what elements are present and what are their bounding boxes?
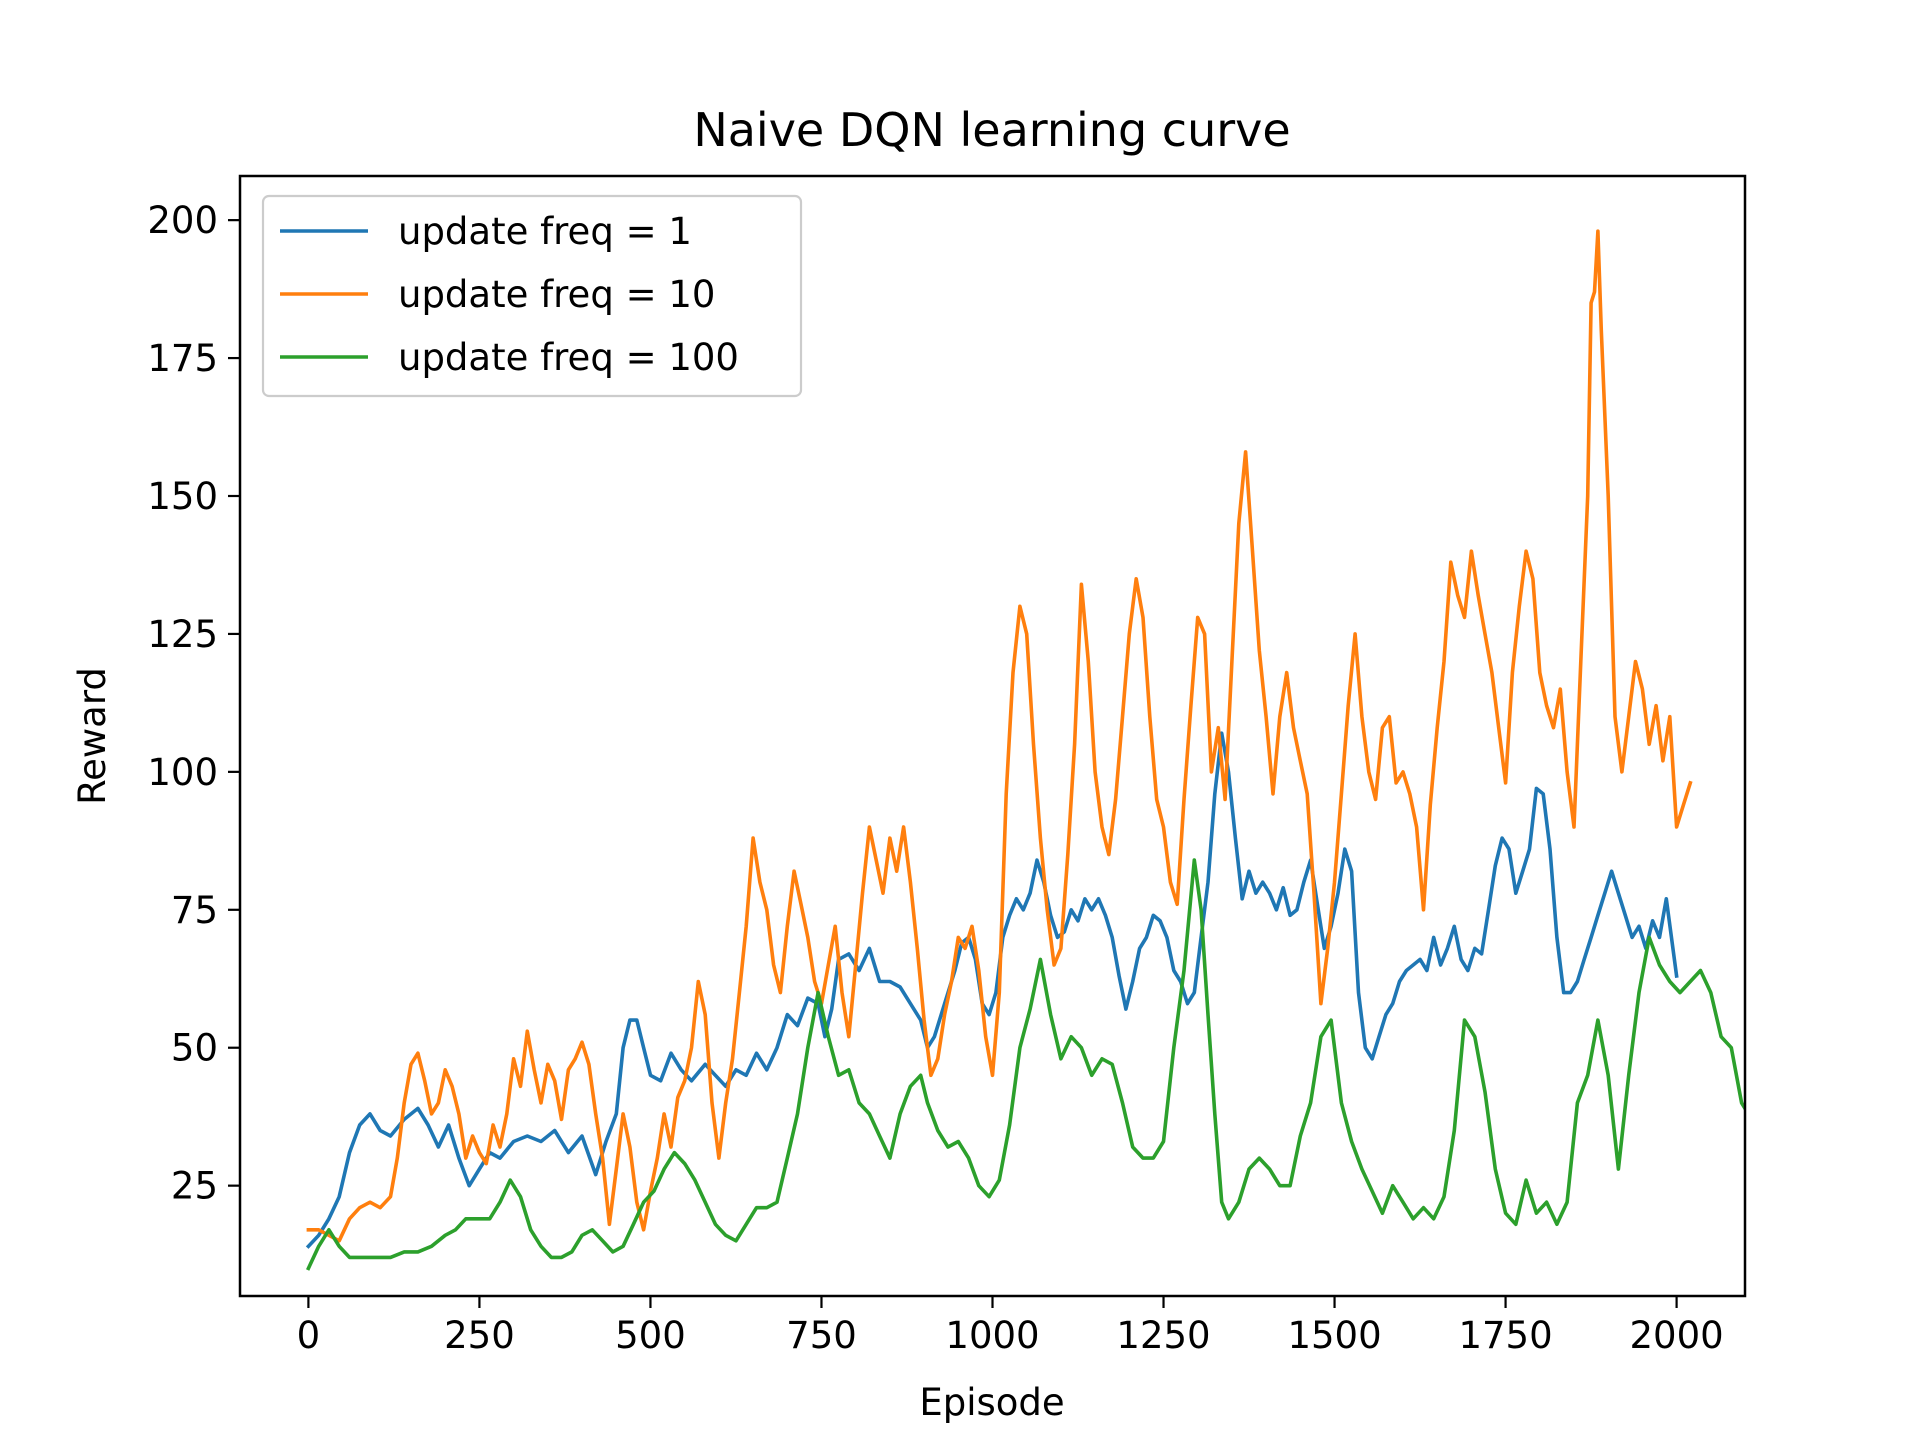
y-tick-label: 125 xyxy=(147,613,218,656)
x-tick-label: 1500 xyxy=(1287,1314,1381,1357)
legend-label-1: update freq = 1 xyxy=(398,210,692,253)
y-tick-label: 100 xyxy=(147,751,218,794)
legend-label-3: update freq = 100 xyxy=(398,336,739,379)
x-axis-label: Episode xyxy=(919,1381,1064,1424)
legend: update freq = 1 update freq = 10 update fr… xyxy=(261,194,803,398)
y-tick-label: 200 xyxy=(147,199,218,242)
series-line-2 xyxy=(306,229,1693,1243)
chart-title: Naive DQN learning curve xyxy=(693,103,1290,157)
y-axis-label: Reward xyxy=(71,667,114,805)
x-tick-label: 1000 xyxy=(945,1314,1039,1357)
y-tick-label: 50 xyxy=(171,1027,218,1070)
series-line-1 xyxy=(305,731,1679,1249)
y-tick-label: 75 xyxy=(171,889,218,932)
series-lines xyxy=(305,229,1745,1271)
x-tick-label: 250 xyxy=(444,1314,515,1357)
legend-box xyxy=(261,194,803,398)
x-tick-label: 500 xyxy=(615,1314,686,1357)
x-tick-label: 750 xyxy=(786,1314,857,1357)
x-tick-label: 1750 xyxy=(1458,1314,1552,1357)
legend-label-2: update freq = 10 xyxy=(398,273,715,316)
x-tick-label: 0 xyxy=(297,1314,321,1357)
x-tick-label: 1250 xyxy=(1116,1314,1210,1357)
x-tick-label: 2000 xyxy=(1630,1314,1724,1357)
x-axis: 0 250 500 750 1000 1250 1500 1750 2000 xyxy=(297,1296,1724,1357)
y-tick-label: 150 xyxy=(147,475,218,518)
series-line-3 xyxy=(306,858,1745,1271)
y-axis: 25 50 75 100 125 150 175 200 xyxy=(147,199,240,1208)
y-tick-label: 25 xyxy=(171,1165,218,1208)
y-tick-label: 175 xyxy=(147,337,218,380)
